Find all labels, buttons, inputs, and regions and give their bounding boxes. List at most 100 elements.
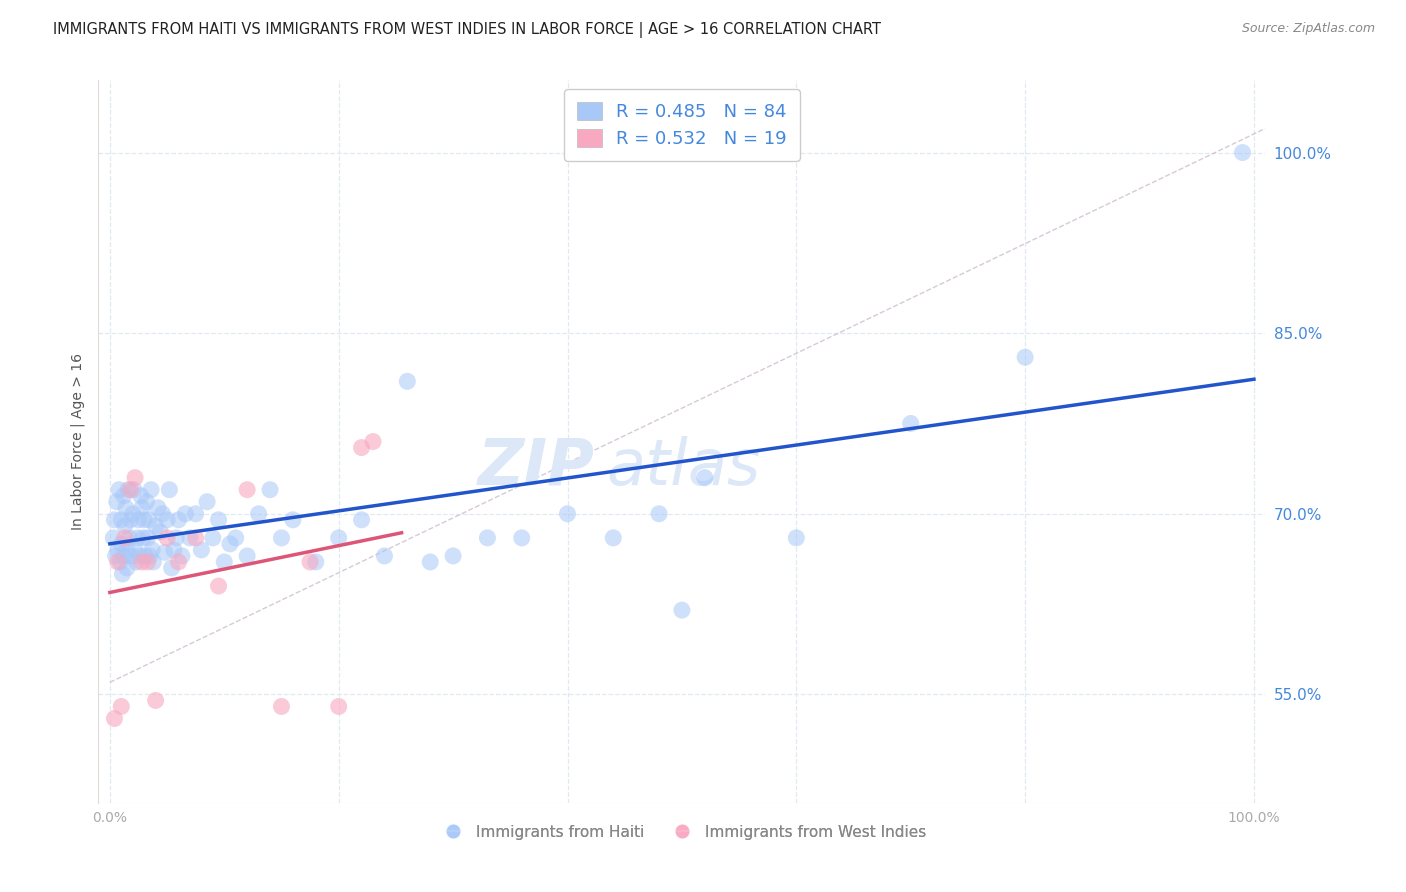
- Point: [157, 483, 180, 497]
- Point: [350, 441, 373, 455]
- Point: [219, 537, 242, 551]
- Point: [129, 489, 152, 503]
- Point: [135, 494, 157, 508]
- Point: [139, 549, 162, 563]
- Point: [160, 561, 183, 575]
- Point: [104, 549, 127, 563]
- Point: [120, 513, 142, 527]
- Point: [149, 524, 172, 539]
- Point: [110, 699, 132, 714]
- Point: [105, 494, 128, 508]
- Point: [167, 513, 190, 527]
- Point: [900, 417, 922, 431]
- Point: [112, 489, 135, 503]
- Point: [557, 507, 579, 521]
- Point: [125, 555, 148, 569]
- Point: [103, 531, 125, 545]
- Point: [328, 699, 350, 714]
- Point: [671, 603, 693, 617]
- Point: [107, 555, 129, 569]
- Point: [145, 693, 167, 707]
- Point: [121, 549, 143, 563]
- Point: [225, 531, 247, 545]
- Point: [103, 513, 125, 527]
- Point: [190, 542, 212, 557]
- Point: [152, 507, 174, 521]
- Point: [207, 579, 229, 593]
- Point: [124, 542, 146, 557]
- Point: [136, 531, 159, 545]
- Point: [419, 555, 441, 569]
- Point: [163, 542, 186, 557]
- Point: [127, 531, 149, 545]
- Point: [115, 561, 138, 575]
- Point: [510, 531, 533, 545]
- Point: [1232, 145, 1254, 160]
- Point: [103, 711, 125, 725]
- Point: [361, 434, 384, 449]
- Point: [396, 374, 419, 388]
- Point: [184, 531, 207, 545]
- Point: [602, 531, 624, 545]
- Point: [146, 500, 169, 515]
- Point: [110, 537, 132, 551]
- Point: [648, 507, 671, 521]
- Point: [145, 519, 167, 533]
- Point: [195, 494, 218, 508]
- Point: [179, 531, 201, 545]
- Point: [134, 549, 156, 563]
- Point: [174, 507, 197, 521]
- Point: [128, 549, 150, 563]
- Point: [270, 699, 292, 714]
- Point: [141, 542, 163, 557]
- Point: [270, 531, 292, 545]
- Point: [165, 531, 187, 545]
- Point: [170, 549, 193, 563]
- Point: [114, 531, 136, 545]
- Point: [127, 513, 149, 527]
- Point: [131, 500, 153, 515]
- Point: [693, 471, 716, 485]
- Point: [134, 513, 156, 527]
- Y-axis label: In Labor Force | Age > 16: In Labor Force | Age > 16: [70, 353, 86, 530]
- Point: [328, 531, 350, 545]
- Legend: Immigrants from Haiti, Immigrants from West Indies: Immigrants from Haiti, Immigrants from W…: [432, 819, 932, 846]
- Point: [115, 500, 138, 515]
- Point: [156, 513, 179, 527]
- Point: [117, 483, 139, 497]
- Point: [138, 513, 160, 527]
- Point: [201, 531, 224, 545]
- Point: [108, 555, 131, 569]
- Point: [118, 531, 141, 545]
- Point: [115, 542, 138, 557]
- Point: [281, 513, 304, 527]
- Point: [132, 531, 155, 545]
- Point: [114, 519, 136, 533]
- Point: [156, 531, 179, 545]
- Point: [441, 549, 464, 563]
- Point: [110, 513, 132, 527]
- Point: [107, 542, 129, 557]
- Point: [207, 513, 229, 527]
- Point: [136, 555, 159, 569]
- Point: [350, 513, 373, 527]
- Point: [305, 555, 328, 569]
- Point: [299, 555, 322, 569]
- Point: [236, 483, 259, 497]
- Point: [259, 483, 281, 497]
- Point: [373, 549, 395, 563]
- Text: Source: ZipAtlas.com: Source: ZipAtlas.com: [1241, 22, 1375, 36]
- Point: [139, 483, 162, 497]
- Point: [124, 471, 146, 485]
- Point: [112, 549, 135, 563]
- Point: [236, 549, 259, 563]
- Point: [121, 507, 143, 521]
- Point: [167, 555, 190, 569]
- Point: [785, 531, 807, 545]
- Point: [153, 545, 176, 559]
- Text: atlas: atlas: [606, 436, 761, 498]
- Point: [122, 483, 145, 497]
- Point: [131, 555, 153, 569]
- Point: [108, 483, 131, 497]
- Point: [120, 483, 142, 497]
